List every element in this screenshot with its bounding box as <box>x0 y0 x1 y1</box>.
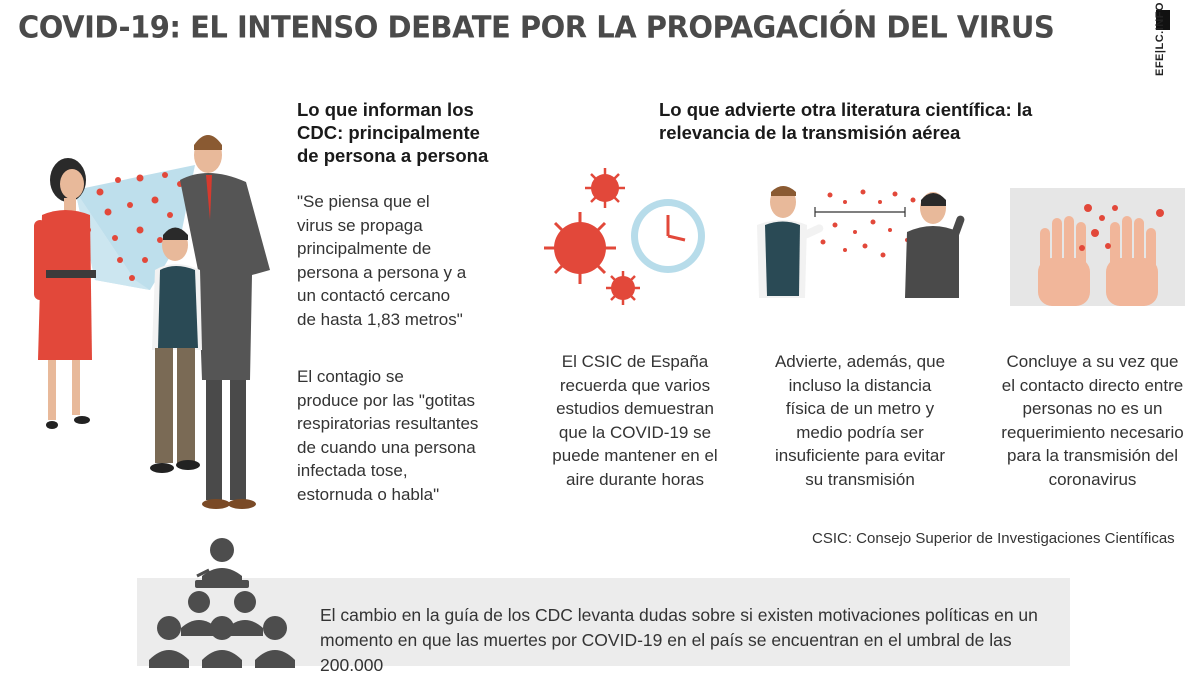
cdc-quote-line: persona a persona y a <box>297 262 467 282</box>
cdc-heading-line: Lo que informan los <box>297 99 474 120</box>
col1-line: puede mantener en el <box>552 446 718 465</box>
bottom-note-line: El cambio en la guía de los CDC levanta … <box>320 605 1038 625</box>
cdc-quote-line: "Se piensa que el <box>297 192 430 211</box>
col2-line: incluso la distancia <box>788 375 932 395</box>
bottom-note: El cambio en la guía de los CDC levanta … <box>320 603 1060 678</box>
cdc-quote-line: de hasta 1,83 metros" <box>297 309 463 329</box>
col3-line: el contacto directo entre <box>1001 375 1184 395</box>
col3-line: coronavirus <box>1048 469 1137 489</box>
brand-label: EFE|LC.INFO <box>1154 2 1166 76</box>
col2-line: medio podría ser <box>796 422 924 442</box>
people-talking-illustration <box>34 135 270 509</box>
literature-heading: Lo que advierte otra literatura científi… <box>659 98 1079 144</box>
cdc-contagio-line: de cuando una persona <box>297 437 476 457</box>
cdc-contagio-line: infectada tose, <box>297 461 408 480</box>
cdc-contagio-line: El contagio se <box>297 367 404 386</box>
col3-line: para la transmisión del <box>1006 446 1179 465</box>
page-title: COVID-19: EL INTENSO DEBATE POR LA PROPA… <box>18 9 1055 45</box>
virus-clock-icon <box>544 168 705 305</box>
col2-line: Advierte, además, que <box>774 352 946 371</box>
col2-line: física de un metro y <box>785 399 935 418</box>
cdc-quote-line: principalmente de <box>297 239 432 258</box>
press-conference-icon <box>149 538 295 668</box>
col2-line: su transmisión <box>805 469 915 489</box>
cdc-contagio-line: produce por las "gotitas <box>297 390 476 410</box>
cdc-heading-line: CDC: principalmente <box>297 122 480 143</box>
cdc-contagio: El contagio se produce por las "gotitas … <box>297 365 537 506</box>
brand-logo: EFE|LC.INFO <box>1150 2 1178 82</box>
hands-virus-icon <box>1010 188 1185 306</box>
col3-line: requerimiento necesario <box>1001 422 1184 442</box>
cdc-contagio-line: estornuda o habla" <box>297 484 440 504</box>
col1-line: estudios demuestran <box>556 399 714 418</box>
bottom-note-line: momento en que las muertes por COVID-19 … <box>320 630 1012 675</box>
distance-people-icon <box>757 186 965 298</box>
cdc-heading-line: de persona a persona <box>297 145 489 166</box>
col1-line: El CSIC de España <box>561 352 709 371</box>
cdc-quote: "Se piensa que el virus se propaga princ… <box>297 190 537 331</box>
cdc-heading: Lo que informan los CDC: principalmente … <box>297 98 537 167</box>
col3-line: personas no es un <box>1022 399 1163 418</box>
col1-line: recuerda que varios <box>559 375 711 395</box>
literature-heading-line: relevancia de la transmisión aérea <box>659 122 961 143</box>
cdc-contagio-line: respiratorias resultantes <box>297 414 479 433</box>
col2-line: insuficiente para evitar <box>774 446 946 465</box>
literature-col-1: El CSIC de España recuerda que varios es… <box>540 350 730 491</box>
col1-line: que la COVID-19 se <box>558 422 712 442</box>
csic-footnote: CSIC: Consejo Superior de Investigacione… <box>812 530 1175 547</box>
literature-heading-line: Lo que advierte otra literatura científi… <box>659 99 1033 120</box>
col3-line: Concluye a su vez que <box>1006 352 1179 371</box>
cdc-quote-line: un contactó cercano <box>297 286 451 305</box>
bottom-band <box>137 578 1070 666</box>
col1-line: aire durante horas <box>566 469 704 489</box>
cdc-quote-line: virus se propaga <box>297 215 423 235</box>
literature-col-2: Advierte, además, que incluso la distanc… <box>760 350 960 491</box>
literature-col-3: Concluye a su vez que el contacto direct… <box>995 350 1190 491</box>
